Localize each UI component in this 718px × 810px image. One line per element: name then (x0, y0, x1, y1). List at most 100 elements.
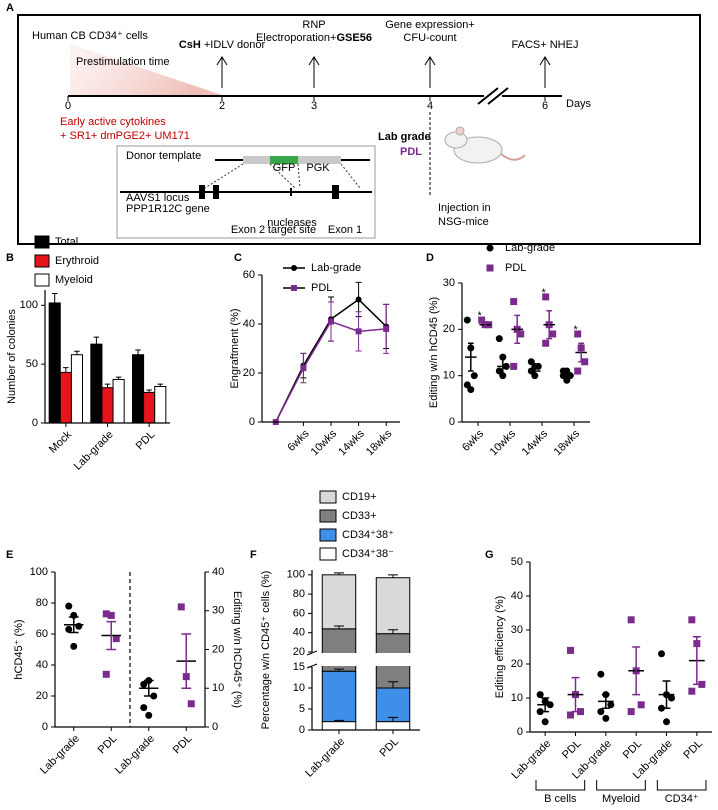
bar (132, 354, 145, 424)
inset: Donor template GFP PGK AAVS1 locus PPP1R… (116, 145, 376, 239)
y-axis-label: Editing efficiency (%) (494, 596, 506, 699)
data-point (107, 611, 115, 619)
legend-swatch (319, 547, 337, 561)
data-point (567, 711, 574, 719)
data-point (574, 367, 582, 375)
inset-label: AAVS1 locus (126, 192, 190, 204)
data-point (627, 616, 635, 624)
data-point (355, 328, 362, 335)
data-point (607, 701, 615, 709)
panel-label: E (6, 549, 13, 561)
x-tick-label: Lab-grade (303, 736, 347, 780)
legend-swatch (34, 235, 50, 249)
data-point (541, 718, 549, 726)
error-bar (388, 629, 398, 634)
data-point (549, 330, 557, 338)
x-tick-label: Lab-grade (113, 733, 157, 777)
error-bar (146, 389, 152, 393)
data-point (510, 298, 518, 306)
error-bar (482, 321, 489, 328)
data-point (65, 602, 73, 610)
data-point (597, 670, 605, 678)
y-tick-label: 40 (212, 566, 224, 578)
bar-segment (375, 577, 411, 635)
y-tick-label: 80 (293, 588, 305, 600)
y-tick-label: 100 (287, 569, 305, 581)
data-point (383, 325, 390, 332)
y-tick-label: 30 (443, 277, 455, 289)
panel-label: B (6, 252, 14, 264)
prestim-label: Prestimulation time (76, 56, 170, 68)
data-point (328, 318, 334, 325)
y-tick-label: 60 (243, 269, 255, 281)
bar (48, 302, 61, 424)
legend-label: Lab-grade (505, 242, 555, 254)
legend-label: CD19+ (342, 491, 377, 503)
data-point (637, 701, 645, 709)
error-bar (571, 676, 580, 713)
legend-label: Total (55, 236, 78, 248)
data-point (102, 610, 110, 618)
error-bar (51, 293, 58, 303)
unit: Days (566, 98, 592, 110)
x-tick-label: PDL (621, 738, 645, 762)
inset-label: target site (268, 224, 316, 236)
legend-swatch (319, 509, 337, 523)
data-point (542, 293, 550, 301)
y-axis-label: Number of colonies (6, 309, 18, 404)
y-tick-label: 40 (243, 318, 255, 330)
legend-label: CD34⁺38⁻ (342, 548, 394, 560)
panel-a: A Human CB CD34⁺ cells Prestimulation ti… (6, 2, 701, 245)
y-tick-label: 40 (36, 659, 48, 671)
error-bar (334, 625, 344, 629)
y-tick-label: 15 (293, 661, 305, 673)
error-bar (388, 681, 398, 688)
data-point (495, 335, 503, 343)
data-point (536, 708, 544, 716)
error-bar (93, 336, 100, 345)
y-tick-label: 10 (212, 682, 224, 694)
injection: NSG-mice (438, 216, 489, 228)
y-tick-label: 10 (511, 692, 523, 704)
data-point (300, 365, 307, 372)
day: 6 (542, 100, 548, 112)
panel-label: C (234, 252, 242, 264)
arrows (216, 56, 551, 88)
y-tick-label: 0 (249, 416, 255, 428)
error-bar (499, 356, 506, 377)
source: Human CB CD34⁺ cells (32, 30, 148, 42)
error-bar (334, 572, 344, 575)
panel-label: A (6, 2, 14, 14)
data-point (145, 711, 153, 719)
inset-label: nucleases (267, 217, 317, 229)
error-bar (662, 680, 671, 709)
panel-label: F (250, 549, 257, 561)
y-tick-label: 50 (511, 556, 523, 568)
legend-swatch (319, 528, 337, 542)
cytokines: + SR1+ dmPGE2+ UM171 (60, 130, 190, 142)
x-tick-label: PDL (134, 429, 158, 453)
significance: * (541, 287, 546, 299)
exon (199, 185, 205, 199)
step-bold: GSE56 (336, 32, 371, 44)
data-point (478, 316, 486, 324)
bar-segment (375, 687, 411, 723)
exon (332, 185, 339, 199)
data-point (574, 330, 582, 338)
bar (112, 378, 125, 424)
data-point (140, 704, 148, 712)
data-point (567, 646, 574, 654)
cytokines: Early active cytokines (60, 116, 166, 128)
y-tick-label: 40 (511, 590, 523, 602)
error-bar (63, 367, 69, 373)
error-bar (181, 633, 192, 689)
error-bar (563, 372, 570, 379)
inset-label: Donor template (126, 150, 201, 162)
bar (143, 391, 156, 424)
mouse-tail (500, 153, 526, 161)
inset-label: PPP1R12C gene (126, 203, 210, 215)
panel-label: D (426, 252, 434, 264)
bar (154, 386, 167, 424)
error-bar (68, 616, 79, 634)
y-tick-label: 0 (299, 724, 305, 736)
